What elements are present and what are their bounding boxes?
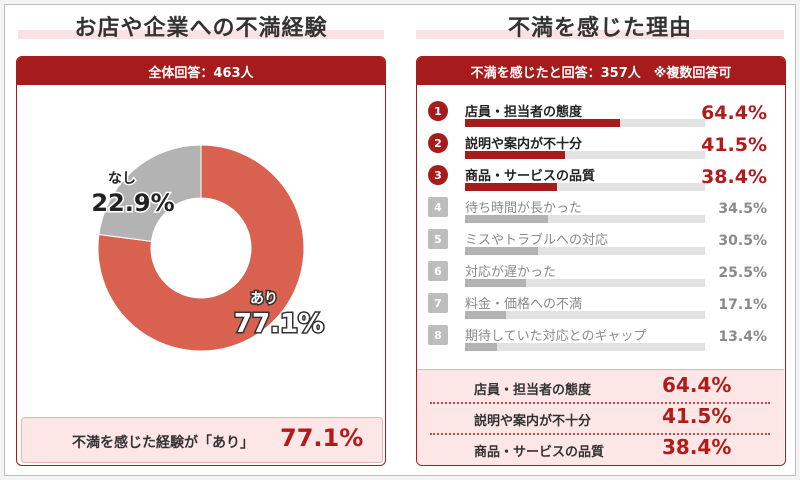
- summary-label: 説明や案内が不十分: [474, 414, 592, 429]
- left-summary-value: 77.1%: [280, 424, 364, 452]
- bar-label: 対応が遅かった: [465, 265, 557, 280]
- bar-label: ミスやトラブルへの対応: [465, 233, 609, 248]
- left-summary-box: 不満を感じた経験が「あり」 77.1%: [21, 417, 383, 463]
- rank-badge: 6: [428, 261, 448, 281]
- bar-value-label: 13.4%: [718, 329, 767, 345]
- bar: [465, 343, 498, 351]
- right-card-header: 不満を感じたと回答：357人 ※複数回答可: [417, 57, 785, 85]
- pie-slice-no: [98, 144, 202, 242]
- bar: [465, 279, 527, 287]
- right-card: 不満を感じたと回答：357人 ※複数回答可 1 店員・担当者の態度 64.4% 2 説明…: [416, 56, 786, 466]
- pie-slice-yes: [97, 144, 305, 352]
- bar-label: 待ち時間が長かった: [465, 201, 583, 216]
- bar: [465, 311, 507, 319]
- bar-label: 商品・サービスの品質: [465, 169, 596, 184]
- summary-value: 41.5%: [662, 404, 732, 428]
- right-summary-box: 店員・担当者の態度 64.4% 説明や案内が不十分 41.5% 商品・サービスの…: [417, 369, 784, 465]
- donut-chart: あり 77.1% なし 22.9%: [90, 144, 326, 352]
- bar-value-label: 38.4%: [701, 166, 767, 188]
- bar-track: [465, 311, 705, 319]
- summary-row: 説明や案内が不十分 41.5%: [417, 403, 784, 431]
- right-title-underline: [416, 30, 784, 39]
- bar-value-label: 30.5%: [718, 233, 767, 249]
- bar-track: [465, 215, 705, 223]
- left-card: 全体回答：463人 あり 77.1% なし 22.9% 不満を感じた経験が「あり」 7…: [16, 56, 386, 466]
- reasons-bar-chart: 1 店員・担当者の態度 64.4% 2 説明や案内が不十分 41.5% 3 商品・サービスの品…: [417, 99, 785, 359]
- left-panel-title: お店や企業への不満経験: [74, 16, 328, 41]
- rank-badge: 5: [428, 229, 448, 249]
- bar-value-label: 41.5%: [701, 134, 767, 156]
- bar-row: 3 商品・サービスの品質 38.4%: [417, 163, 777, 195]
- summary-divider: [430, 433, 770, 435]
- rank-badge: 8: [428, 325, 448, 345]
- bar-track: [465, 279, 705, 287]
- pie-value-no: 22.9%: [91, 189, 174, 217]
- rank-badge: 1: [428, 101, 448, 121]
- rank-badge: 7: [428, 293, 448, 313]
- bar: [465, 247, 539, 255]
- pie-label-yes: あり: [250, 291, 278, 307]
- bar-value-label: 34.5%: [718, 201, 767, 217]
- bar-row: 4 待ち時間が長かった 34.5%: [417, 195, 777, 227]
- bar-label: 期待していた対応とのギャップ: [465, 329, 647, 344]
- bar: [465, 151, 565, 159]
- bar-row: 7 料金・価格への不満 17.1%: [417, 291, 777, 323]
- pie-label-no: なし: [108, 171, 136, 187]
- summary-row: 店員・担当者の態度 64.4%: [417, 372, 784, 400]
- bar-track: [465, 119, 705, 127]
- summary-value: 38.4%: [662, 435, 732, 459]
- left-summary-label: 不満を感じた経験が「あり」: [72, 435, 254, 451]
- right-panel-title: 不満を感じた理由: [507, 16, 692, 41]
- bar-track: [465, 247, 705, 255]
- bar-value-label: 64.4%: [701, 102, 767, 124]
- bar: [465, 215, 548, 223]
- bar-row: 2 説明や案内が不十分 41.5%: [417, 131, 777, 163]
- bar-label: 説明や案内が不十分: [465, 137, 583, 152]
- bar-row: 5 ミスやトラブルへの対応 30.5%: [417, 227, 777, 259]
- bar-row: 8 期待していた対応とのギャップ 13.4%: [417, 323, 777, 355]
- bar-track: [465, 343, 705, 351]
- summary-label: 商品・サービスの品質: [474, 445, 605, 460]
- bar-track: [465, 151, 705, 159]
- pie-value-yes: 77.1%: [234, 309, 324, 339]
- bar-label: 店員・担当者の態度: [465, 105, 583, 120]
- summary-label: 店員・担当者の態度: [474, 383, 592, 398]
- bar-row: 6 対応が遅かった 25.5%: [417, 259, 777, 291]
- summary-row: 商品・サービスの品質 38.4%: [417, 434, 784, 462]
- bar-track: [465, 183, 705, 191]
- summary-divider: [430, 402, 770, 404]
- bar-row: 1 店員・担当者の態度 64.4%: [417, 99, 777, 131]
- bar: [465, 183, 558, 191]
- left-title-underline: [18, 30, 384, 39]
- bar-value-label: 17.1%: [718, 297, 767, 313]
- rank-badge: 4: [428, 197, 448, 217]
- rank-badge: 2: [428, 133, 448, 153]
- left-card-header: 全体回答：463人: [17, 57, 385, 85]
- bar: [465, 119, 620, 127]
- rank-badge: 3: [428, 165, 448, 185]
- bar-value-label: 25.5%: [718, 265, 767, 281]
- bar-label: 料金・価格への不満: [465, 297, 583, 312]
- summary-value: 64.4%: [662, 373, 732, 397]
